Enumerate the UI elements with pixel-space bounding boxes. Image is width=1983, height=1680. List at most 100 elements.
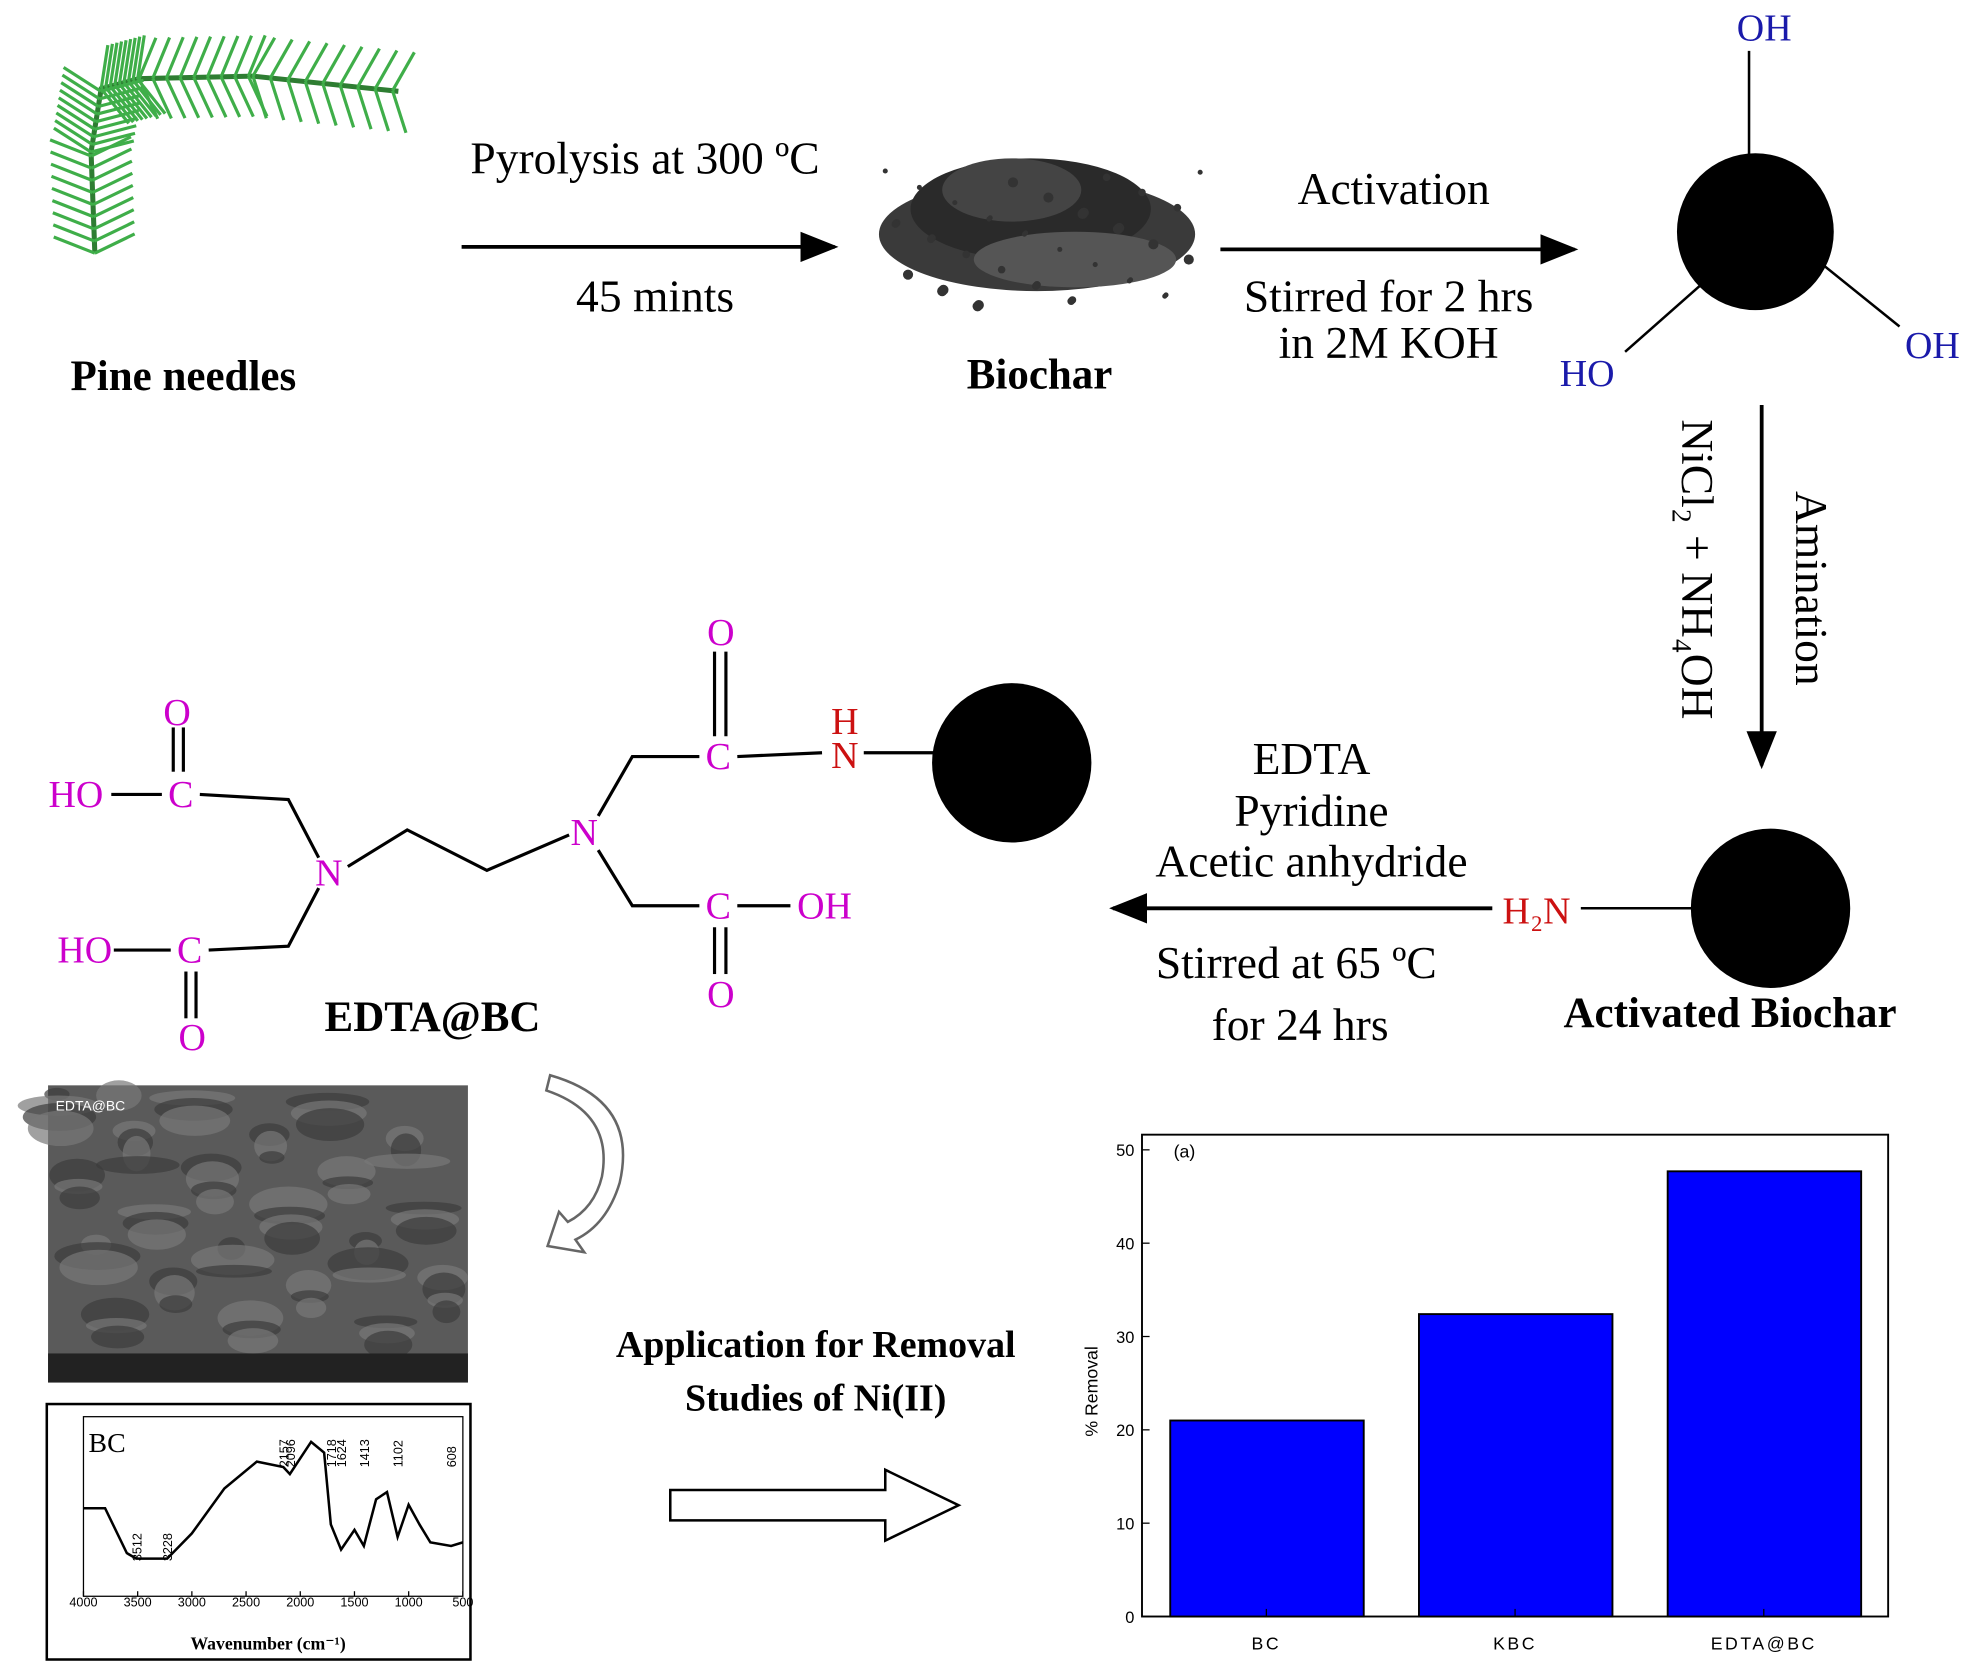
texture	[27, 1110, 94, 1147]
label: Activated Biochar	[1564, 990, 1897, 1037]
particle	[1690, 828, 1851, 988]
texture	[91, 1325, 145, 1349]
atom: O	[707, 612, 734, 654]
needle	[92, 196, 134, 219]
x-tick-label: 500	[452, 1595, 473, 1609]
sem-info-bar	[48, 1353, 468, 1383]
needle	[91, 171, 134, 194]
x-tick-label: 4000	[69, 1595, 97, 1609]
needle	[93, 220, 135, 243]
needle	[53, 126, 92, 154]
x-tick-label: 3500	[124, 1595, 152, 1609]
needle	[391, 51, 416, 92]
atom: HO	[1560, 353, 1615, 395]
needle	[55, 111, 95, 139]
needle	[61, 73, 101, 101]
needle	[356, 47, 381, 88]
needle	[99, 87, 130, 125]
needle	[303, 42, 329, 83]
needle	[57, 96, 97, 123]
label: in 2M KOH	[1279, 317, 1499, 368]
needle	[164, 77, 187, 119]
needle	[151, 36, 172, 79]
needle	[91, 159, 133, 182]
needle	[122, 38, 133, 83]
atom: OH	[1905, 325, 1960, 367]
needle	[269, 38, 294, 79]
needle	[117, 40, 128, 85]
needle	[94, 232, 136, 255]
label: Stirred for 2 hrs	[1244, 270, 1533, 321]
needle	[338, 84, 356, 128]
crumb	[962, 250, 971, 259]
edta-bonds	[111, 651, 936, 1019]
y-tick-label: 20	[1116, 1422, 1134, 1440]
crumb	[986, 216, 992, 222]
label: Application for Removal	[616, 1324, 1016, 1366]
y-axis-label: % Removal	[1082, 1346, 1102, 1436]
needle	[109, 85, 140, 122]
texture	[295, 1297, 327, 1319]
plot-frame	[82, 1416, 464, 1597]
texture	[295, 1108, 365, 1141]
needle	[51, 186, 94, 207]
needle	[92, 183, 134, 207]
needle	[131, 36, 142, 81]
peak-label: 1718	[325, 1439, 339, 1467]
needle	[50, 174, 94, 194]
atom: C	[706, 885, 731, 927]
texture	[196, 1264, 272, 1278]
label: for 24 hrs	[1212, 999, 1389, 1050]
texture	[227, 1328, 279, 1354]
needle	[321, 44, 346, 85]
needle	[286, 40, 312, 81]
crumb	[927, 235, 935, 244]
crumb	[1197, 169, 1203, 175]
x-axis-label: Wavenumber (cm⁻¹)	[190, 1633, 345, 1653]
bar	[1418, 1313, 1614, 1618]
texture	[59, 1249, 138, 1286]
pine-branch	[49, 34, 416, 255]
atom: C	[168, 774, 193, 816]
atom: O	[163, 692, 190, 734]
needle	[93, 124, 137, 139]
texture	[196, 1189, 234, 1215]
peak-label: 1102	[392, 1440, 406, 1467]
crumb	[1102, 173, 1111, 182]
atom: OH	[797, 885, 852, 927]
peak-label: 2157	[277, 1439, 291, 1467]
texture	[364, 1153, 451, 1169]
needle	[192, 76, 214, 119]
texture	[159, 1295, 193, 1313]
needle	[49, 138, 92, 158]
sem-image	[17, 1080, 468, 1383]
label: 45 mints	[576, 270, 734, 321]
needle	[233, 35, 253, 78]
label: EDTA	[1253, 733, 1371, 784]
needle	[219, 76, 242, 118]
crumb	[1021, 231, 1027, 237]
crumb	[891, 220, 900, 228]
peak-label: 1624	[335, 1439, 349, 1467]
crumb	[1043, 192, 1054, 203]
crumb	[1183, 254, 1194, 265]
texture	[327, 1183, 371, 1205]
y-tick-label: 10	[1116, 1515, 1134, 1533]
label: Biochar	[967, 352, 1113, 399]
needle	[246, 34, 267, 77]
needle	[164, 36, 185, 79]
needle	[391, 90, 408, 134]
needle	[286, 79, 303, 123]
needle	[303, 81, 321, 125]
label: Stirred at 65 ºC	[1156, 937, 1437, 988]
needle	[192, 36, 213, 79]
label: Activation	[1298, 163, 1490, 214]
crumb	[1173, 203, 1182, 212]
texture	[96, 1080, 142, 1111]
needle	[56, 104, 96, 131]
texture	[395, 1216, 457, 1245]
needle	[178, 77, 201, 119]
needle	[104, 43, 114, 88]
x-tick-label: BC	[1252, 1633, 1282, 1653]
texture	[432, 1300, 461, 1324]
